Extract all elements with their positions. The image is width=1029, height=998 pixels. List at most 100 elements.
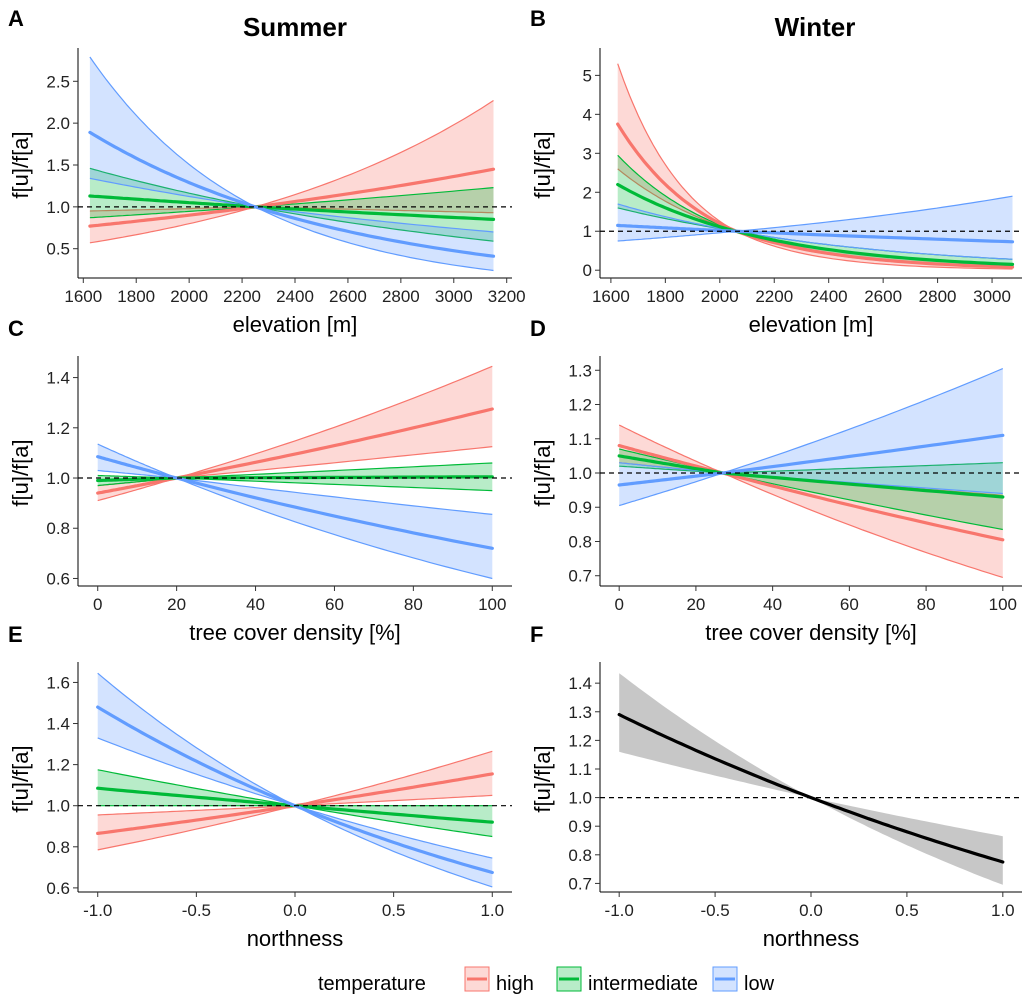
- panel-letter-e: E: [8, 622, 23, 647]
- x-axis-title: elevation [m]: [749, 312, 874, 337]
- line-low: [88, 130, 496, 258]
- x-tick-label: 0.5: [895, 901, 919, 920]
- y-tick-label: 1.0: [568, 789, 592, 808]
- x-axis-title: northness: [247, 926, 344, 951]
- y-tick-label: 1.1: [568, 760, 592, 779]
- y-tick-label: 1.3: [568, 703, 592, 722]
- panel-a: A 0.5 1.0 1.5 2.0 2.5 1600 1800 2000 2200 2400 2600…: [8, 6, 526, 337]
- y-tick-label: 3: [583, 144, 592, 163]
- x-tick-label: 2800: [382, 287, 420, 306]
- y-tick-label: 0.9: [568, 817, 592, 836]
- panel-letter-b: B: [530, 6, 546, 31]
- y-tick-label: 0.8: [46, 519, 70, 538]
- x-tick-label: -1.0: [605, 901, 634, 920]
- x-axis-title: tree cover density [%]: [705, 620, 917, 645]
- ribbon-single: [619, 673, 1003, 885]
- legend-item-intermediate: intermediate: [556, 966, 698, 995]
- line-low: [617, 433, 1005, 487]
- x-tick-label: 0.0: [283, 901, 307, 920]
- ribbon-intermediate: [97, 769, 493, 837]
- y-tick-label: 0.6: [46, 569, 70, 588]
- y-tick-label: 1.2: [568, 731, 592, 750]
- ribbon-high: [97, 751, 493, 850]
- y-tick-label: 1.0: [46, 198, 70, 217]
- legend-label-high: high: [496, 973, 534, 995]
- y-tick-label: 0.9: [568, 498, 592, 517]
- y-tick-label: 1.2: [568, 396, 592, 415]
- x-tick-label: 20: [686, 595, 705, 614]
- y-tick-label: 0.7: [568, 874, 592, 893]
- x-tick-label: 2600: [864, 287, 902, 306]
- panel-d: D 0.7 0.8 0.9 1.0 1.1 1.2 1.3 0 20 40 60 80 100 tree c…: [530, 316, 1022, 645]
- panel-c: C 0.6 0.8 1.0 1.2 1.4 0 20 40 60 80 100 tree cover d…: [8, 316, 512, 645]
- panel-letter-d: D: [530, 316, 546, 341]
- x-tick-label: 1800: [117, 287, 155, 306]
- x-tick-label: 1600: [592, 287, 630, 306]
- x-axis-title: tree cover density [%]: [189, 620, 401, 645]
- y-tick-label: 2.5: [46, 72, 70, 91]
- ribbon-intermediate: [619, 449, 1003, 530]
- y-axis-title: f[u]/f[a]: [530, 745, 555, 812]
- column-title-summer: Summer: [243, 12, 347, 42]
- x-tick-label: 2400: [276, 287, 314, 306]
- x-tick-label: 100: [478, 595, 506, 614]
- panel-letter-c: C: [8, 316, 24, 341]
- x-tick-label: 0.5: [382, 901, 406, 920]
- y-tick-label: 1.0: [46, 469, 70, 488]
- x-tick-label: 1.0: [480, 901, 504, 920]
- line-low: [96, 455, 494, 550]
- legend-item-low: low: [712, 966, 775, 995]
- x-tick-label: 1600: [64, 287, 102, 306]
- y-tick-label: 0.8: [568, 846, 592, 865]
- x-tick-label: 40: [246, 595, 265, 614]
- y-tick-label: 1.5: [46, 156, 70, 175]
- y-axis-title: f[u]/f[a]: [8, 131, 33, 198]
- ribbon-low: [617, 196, 1013, 260]
- x-tick-label: 0.0: [799, 901, 823, 920]
- y-tick-label: 0.5: [46, 240, 70, 259]
- y-tick-label: 2.0: [46, 114, 70, 133]
- y-tick-label: 1.4: [46, 715, 70, 734]
- x-tick-label: 1.0: [991, 901, 1015, 920]
- x-tick-label: 40: [763, 595, 782, 614]
- y-tick-label: 1.4: [46, 369, 70, 388]
- y-tick-label: 1: [583, 222, 592, 241]
- y-tick-label: 1.1: [568, 430, 592, 449]
- y-tick-label: 1.2: [46, 419, 70, 438]
- x-tick-label: 3000: [973, 287, 1011, 306]
- x-tick-label: 0: [93, 595, 102, 614]
- legend-item-high: high: [464, 966, 534, 995]
- y-tick-label: 1.2: [46, 756, 70, 775]
- x-axis-title: northness: [763, 926, 860, 951]
- y-tick-label: 4: [583, 105, 592, 124]
- y-tick-label: 0: [583, 261, 592, 280]
- y-tick-label: 1.0: [568, 464, 592, 483]
- x-axis-title: elevation [m]: [233, 312, 358, 337]
- y-tick-label: 1.4: [568, 674, 592, 693]
- y-axis-title: f[u]/f[a]: [530, 439, 555, 506]
- y-tick-label: 1.6: [46, 673, 70, 692]
- panel-e: E 0.6 0.8 1.0 1.2 1.4 1.6 -1.0 -0.5 0.0 0.5 1.0 nort…: [8, 622, 512, 951]
- y-tick-label: 0.8: [568, 532, 592, 551]
- x-tick-label: 60: [325, 595, 344, 614]
- x-tick-label: 2200: [223, 287, 261, 306]
- y-tick-label: 1.3: [568, 361, 592, 380]
- x-tick-label: 80: [404, 595, 423, 614]
- column-title-winter: Winter: [775, 12, 856, 42]
- legend: temperature high intermediate low: [318, 966, 775, 995]
- x-tick-label: -0.5: [182, 901, 211, 920]
- y-tick-label: 0.7: [568, 567, 592, 586]
- x-tick-label: 1800: [646, 287, 684, 306]
- y-tick-label: 5: [583, 66, 592, 85]
- x-tick-label: -1.0: [83, 901, 112, 920]
- x-tick-label: 0: [614, 595, 623, 614]
- ribbon-intermediate: [617, 155, 1013, 268]
- y-tick-label: 2: [583, 183, 592, 202]
- y-axis-title: f[u]/f[a]: [8, 439, 33, 506]
- x-tick-label: 3000: [435, 287, 473, 306]
- x-tick-label: 80: [917, 595, 936, 614]
- legend-label-low: low: [744, 973, 775, 995]
- y-tick-label: 0.6: [46, 879, 70, 898]
- x-tick-label: 3200: [488, 287, 526, 306]
